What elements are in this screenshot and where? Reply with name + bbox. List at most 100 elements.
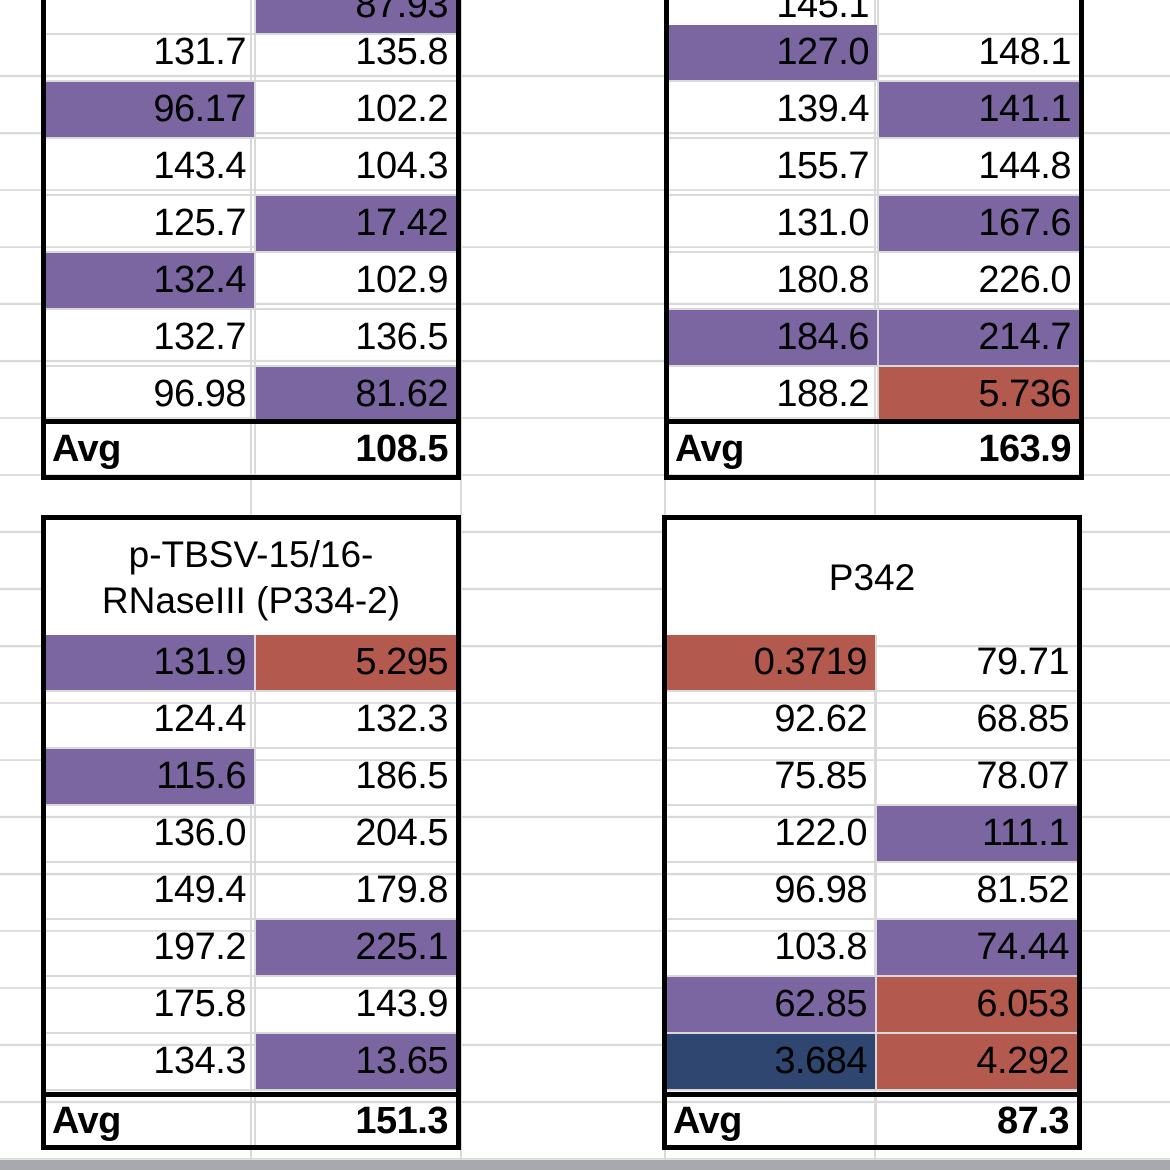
table-cell[interactable]: 197.2	[46, 920, 256, 975]
avg-value[interactable]: 108.5	[355, 428, 448, 470]
table-cell[interactable]: 131.7	[46, 25, 256, 80]
table-cell[interactable]: 78.07	[976, 755, 1069, 797]
table-row: 0.3719 79.71	[667, 635, 1077, 692]
table-cell[interactable]: 96.98	[667, 863, 877, 918]
avg-label[interactable]: Avg	[46, 1097, 256, 1145]
table-cell[interactable]: 143.9	[355, 983, 448, 1025]
table-cell[interactable]: 3.684	[667, 1034, 877, 1089]
table-cell[interactable]: 186.5	[355, 755, 448, 797]
table-cell[interactable]: 139.4	[669, 82, 879, 137]
table-cell[interactable]: 5.736	[879, 367, 1079, 422]
table-cell[interactable]: 111.1	[877, 806, 1077, 861]
table-cell[interactable]: 124.4	[46, 692, 256, 747]
table-top-right: 145.1 127.0 148.1 139.4 141.1 155.7 144.8 131.…	[664, 0, 1084, 480]
table-row: 87.93	[46, 0, 456, 35]
table-cell[interactable]: 188.2	[669, 367, 879, 422]
table-cell[interactable]: 4.292	[877, 1034, 1077, 1089]
table-cell[interactable]: 0.3719	[667, 635, 877, 690]
table-cell[interactable]: 131.0	[669, 196, 879, 251]
table-cell[interactable]: 104.3	[355, 145, 448, 187]
table-row: 136.0 204.5	[46, 806, 456, 863]
table-cell[interactable]: 102.9	[355, 259, 448, 301]
table-cell[interactable]: 167.6	[879, 196, 1079, 251]
avg-row: Avg 108.5	[46, 419, 456, 475]
table-cell[interactable]: 122.0	[667, 806, 877, 861]
table-row: 197.2 225.1	[46, 920, 456, 977]
table-cell[interactable]: 96.17	[46, 82, 256, 137]
table-cell[interactable]: 79.71	[976, 641, 1069, 683]
table-cell[interactable]: 103.8	[667, 920, 877, 975]
table-cell[interactable]: 135.8	[355, 31, 448, 73]
avg-label[interactable]: Avg	[46, 424, 256, 475]
table-row: 132.7 136.5	[46, 310, 456, 367]
table-cell[interactable]: 62.85	[667, 977, 877, 1032]
table-cell[interactable]: 132.4	[46, 253, 256, 308]
table-row: 75.85 78.07	[667, 749, 1077, 806]
table-cell[interactable]: 145.1	[669, 0, 879, 33]
table-cell[interactable]: 132.3	[355, 698, 448, 740]
table-cell[interactable]: 74.44	[877, 920, 1077, 975]
table-row: 124.4 132.3	[46, 692, 456, 749]
table-cell[interactable]: 81.62	[256, 367, 456, 422]
table-cell[interactable]: 87.93	[256, 0, 456, 33]
avg-value[interactable]: 163.9	[978, 428, 1071, 470]
table-cell[interactable]: 225.1	[256, 920, 456, 975]
table-cell[interactable]: 134.3	[46, 1034, 256, 1089]
table-cell[interactable]: 17.42	[256, 196, 456, 251]
table-row: 115.6 186.5	[46, 749, 456, 806]
table-cell[interactable]: 148.1	[978, 31, 1071, 73]
table-cell[interactable]: 144.8	[978, 145, 1071, 187]
table-row: 92.62 68.85	[667, 692, 1077, 749]
table-row: 149.4 179.8	[46, 863, 456, 920]
table-cell[interactable]: 96.98	[46, 367, 256, 422]
avg-label[interactable]: Avg	[669, 424, 879, 475]
table-top-left: 87.93 131.7 135.8 96.17 102.2 143.4 104.3 125.…	[41, 0, 461, 480]
avg-row: Avg 151.3	[46, 1092, 456, 1145]
grid-column-line	[460, 0, 462, 1160]
avg-label[interactable]: Avg	[667, 1097, 877, 1145]
table-cell[interactable]: 184.6	[669, 310, 879, 365]
table-cell[interactable]: 92.62	[667, 692, 877, 747]
table-cell[interactable]: 155.7	[669, 139, 879, 194]
table-cell[interactable]: 131.9	[46, 635, 256, 690]
avg-value[interactable]: 151.3	[355, 1099, 448, 1142]
table-row: 131.7 135.8	[46, 25, 456, 82]
table-cell[interactable]: 226.0	[978, 259, 1071, 301]
table-cell[interactable]: 214.7	[879, 310, 1079, 365]
table-cell[interactable]: 141.1	[879, 82, 1079, 137]
table-cell[interactable]: 143.4	[46, 139, 256, 194]
table-row: 122.0 111.1	[667, 806, 1077, 863]
table-header-line: p-TBSV-15/16-	[128, 533, 374, 575]
table-cell[interactable]: 68.85	[976, 698, 1069, 740]
table-cell[interactable]: 5.295	[256, 635, 456, 690]
table-row: 180.8 226.0	[669, 253, 1079, 310]
table-cell[interactable]: 136.0	[46, 806, 256, 861]
table-row: 96.98 81.62	[46, 367, 456, 424]
table-cell[interactable]: 102.2	[355, 88, 448, 130]
table-cell[interactable]	[46, 0, 256, 33]
table-row: 127.0 148.1	[669, 25, 1079, 82]
table-row: 132.4 102.9	[46, 253, 456, 310]
table-cell[interactable]: 149.4	[46, 863, 256, 918]
table-cell[interactable]: 125.7	[46, 196, 256, 251]
table-cell[interactable]: 127.0	[669, 25, 879, 80]
table-cell[interactable]: 75.85	[667, 749, 877, 804]
table-cell[interactable]: 179.8	[355, 869, 448, 911]
horizontal-scrollbar[interactable]	[0, 1160, 1170, 1170]
table-header: p-TBSV-15/16- RNaseIII (P334-2)	[46, 520, 456, 635]
avg-value[interactable]: 87.3	[997, 1099, 1069, 1142]
table-cell[interactable]: 115.6	[46, 749, 256, 804]
table-cell[interactable]: 175.8	[46, 977, 256, 1032]
table-cell[interactable]: 204.5	[355, 812, 448, 854]
table-cell[interactable]: 81.52	[976, 869, 1069, 911]
table-row: 134.3 13.65	[46, 1034, 456, 1091]
table-cell[interactable]: 6.053	[877, 977, 1077, 1032]
table-row: 131.9 5.295	[46, 635, 456, 692]
table-row: 3.684 4.292	[667, 1034, 1077, 1091]
table-cell[interactable]: 13.65	[256, 1034, 456, 1089]
table-cell[interactable]: 132.7	[46, 310, 256, 365]
table-cell[interactable]: 180.8	[669, 253, 879, 308]
table-cell[interactable]: 136.5	[355, 316, 448, 358]
table-bottom-right: P342 0.3719 79.71 92.62 68.85 75.85 78.07 122.…	[662, 515, 1082, 1150]
